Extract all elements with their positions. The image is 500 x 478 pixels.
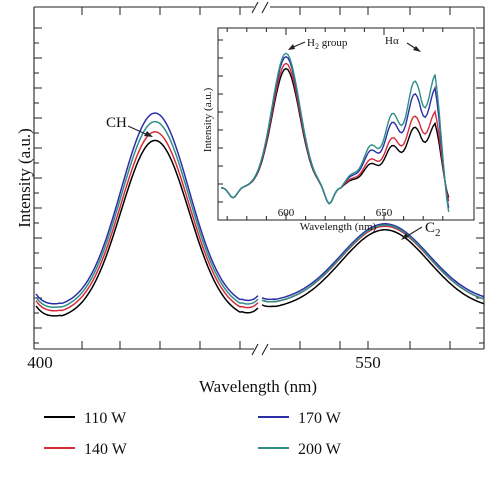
- axis-break-bottom: [251, 343, 269, 356]
- inset-x-axis-label: Wavelength (nm): [300, 221, 377, 233]
- inset-series-line-200w: [221, 52, 450, 212]
- series-line-ch-140w: [35, 131, 259, 312]
- inset-x-ticks: [226, 28, 444, 220]
- series-line-ch-110w: [35, 139, 259, 317]
- inset-x-tick-600: 600: [278, 207, 295, 219]
- ch-arrowhead: [144, 131, 153, 137]
- legend-label-110w: 110 W: [84, 410, 127, 427]
- x-axis-label: Wavelength (nm): [199, 377, 317, 396]
- inset-panel: 600 650 Wavelength (nm) Intensity (a.u.)…: [202, 27, 475, 233]
- axis-break-top: [251, 1, 269, 14]
- series-line-ch-170w: [35, 112, 259, 305]
- y-axis-label: Intensity (a.u.): [15, 128, 34, 228]
- series-line-c2-200w: [261, 224, 485, 303]
- ch-annotation: CH: [106, 115, 127, 131]
- legend-label-170w: 170 W: [298, 410, 342, 427]
- inset-y-ticks: [218, 39, 223, 203]
- inset-curves: [221, 52, 450, 212]
- legend-label-140w: 140 W: [84, 441, 128, 458]
- h-alpha-arrowhead: [413, 46, 421, 52]
- h-alpha-annotation: Hα: [385, 35, 399, 47]
- x-tick-label-400: 400: [27, 353, 53, 372]
- main-curves: [35, 112, 485, 317]
- x-tick-label-550: 550: [355, 353, 381, 372]
- y-axis-ticks: [34, 27, 484, 344]
- series-line-c2-140w: [261, 225, 485, 303]
- h2-arrowhead: [288, 44, 295, 50]
- series-line-c2-110w: [261, 229, 485, 308]
- legend: 110 W 140 W 170 W 200 W: [44, 410, 342, 458]
- c2-annotation: C2: [425, 220, 441, 239]
- legend-label-200w: 200 W: [298, 441, 342, 458]
- inset-x-tick-650: 650: [376, 207, 393, 219]
- x-axis-ticks: [33, 7, 451, 349]
- series-line-ch-200w: [35, 120, 259, 309]
- h2-group-annotation: H2 group: [307, 37, 348, 51]
- c2-arrowhead: [401, 233, 409, 240]
- series-line-c2-170w: [261, 223, 485, 301]
- inset-y-axis-label: Intensity (a.u.): [202, 87, 214, 152]
